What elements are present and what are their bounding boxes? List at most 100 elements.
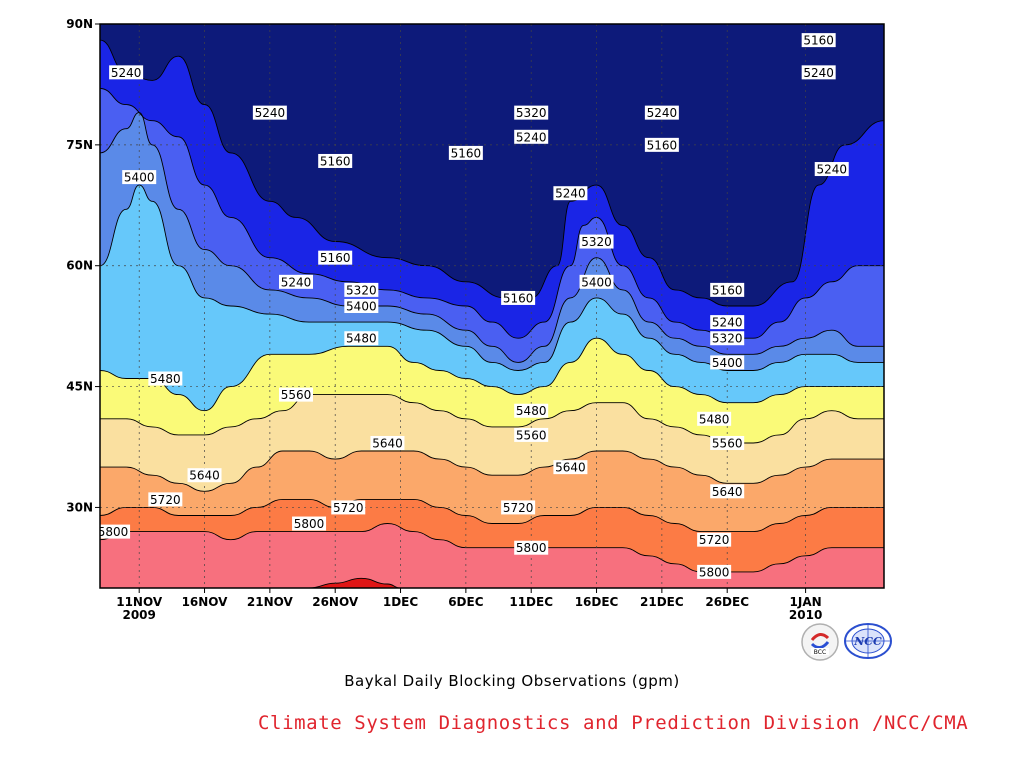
contour-label-bg [801,33,836,48]
contour-label-bg [710,484,745,499]
x-tick-year: 2010 [789,608,822,622]
contour-label: 5720 [331,500,366,515]
contour-label-text: 5800 [699,565,730,579]
contour-label-bg [814,162,849,177]
contour-label-bg [148,371,183,386]
contour-label-bg [344,331,379,346]
contour-label-text: 5720 [503,501,534,515]
contour-label-text: 5320 [516,106,547,120]
contour-label: 5240 [252,105,287,120]
contour-label-text: 5480 [150,372,181,386]
contour-label: 5720 [148,492,183,507]
contour-label: 5640 [187,468,222,483]
contour-label-text: 5720 [333,501,364,515]
contour-label-text: 5640 [372,436,403,450]
contour-label: 5640 [710,484,745,499]
x-tick-year: 2009 [122,608,155,622]
contour-label-bg [292,516,327,531]
x-tick-label: 1JAN [790,595,822,609]
contour-label-bg [318,250,353,265]
contour-label: 5160 [448,145,483,160]
contour-label-bg [514,105,549,120]
contour-5240 [100,88,884,339]
contour-label-text: 5240 [111,66,142,80]
contour-label-bg [448,145,483,160]
contour-label-bg [501,500,536,515]
x-tick-label: 11DEC [509,595,553,609]
contour-label: 5320 [579,234,614,249]
x-tick-label: 21NOV [247,595,294,609]
contour-label: 5240 [644,105,679,120]
contour-5880 [309,577,401,588]
contour-label-text: 5320 [712,332,743,346]
contour-label: 5480 [697,411,732,426]
contour-label-text: 5720 [699,533,730,547]
contour-label-bg [514,129,549,144]
contour-label-bg [697,411,732,426]
contour-label-text: 5640 [712,485,743,499]
bcc-logo-icon: BCC [801,623,839,661]
contour-label: 5400 [579,274,614,289]
contour-label-bg [644,105,679,120]
contour-label-text: 5240 [803,66,834,80]
contour-label-text: 5320 [581,235,612,249]
contour-label-bg [100,524,131,539]
x-tick-label: 26DEC [705,595,749,609]
x-tick-label: 11NOV [116,595,163,609]
contour-label-text: 5400 [124,171,155,185]
contour-label: 5320 [344,282,379,297]
contour-label-bg [644,137,679,152]
x-tick-label: 6DEC [448,595,484,609]
contour-label-text: 5240 [712,316,743,330]
contour-label-bg [344,299,379,313]
contour-label-text: 5240 [255,106,286,120]
contour-label-text: 5560 [712,436,743,450]
contour-label-text: 5400 [346,300,377,314]
contour-5800 [100,523,884,573]
contour-label-text: 5240 [281,275,312,289]
contour-5560 [100,394,884,444]
contour-label-text: 5800 [98,525,129,539]
contour-label: 5640 [553,460,588,475]
contour-label: 5160 [710,282,745,297]
contour-label-text: 5560 [281,388,312,402]
contour-label: 5480 [148,371,183,386]
contour-label-text: 5160 [503,291,534,305]
band-above-5800 [100,523,884,588]
x-tick-label: 16DEC [575,595,619,609]
contour-label-text: 5640 [555,461,586,475]
contour-label-bg [279,274,313,289]
contour-label: 5240 [801,65,836,80]
ncc-logo-icon: NCC [844,623,892,659]
contour-label-text: 5160 [647,138,678,152]
contour-label-bg [553,186,588,201]
contour-label: 5160 [318,153,353,168]
contour-5640 [100,450,884,492]
y-tick-label: 45N [66,380,93,394]
contour-label-text: 5800 [516,541,547,555]
x-tick-label: 16NOV [182,595,229,609]
contour-label-bg [553,460,588,475]
contour-label-bg [514,427,549,442]
contour-label-bg [710,435,745,450]
contour-label: 5240 [514,129,549,144]
contour-label-text: 5160 [803,34,834,48]
contour-label: 5640 [370,435,405,450]
contour-label-text: 5400 [581,275,612,289]
contour-label: 5480 [514,403,549,418]
x-tick-label: 26NOV [312,595,359,609]
contour-label-bg [697,532,732,547]
contour-label-text: 5160 [712,283,743,297]
contour-label-text: 5160 [320,251,351,265]
contour-label-bg [279,387,313,402]
contour-label: 5720 [697,532,732,547]
contour-label: 5720 [501,500,536,515]
contour-label-bg [710,315,745,330]
contour-label: 5800 [98,524,131,539]
contour-label: 5320 [514,105,549,120]
contour-label-text: 5400 [712,356,743,370]
contour-5400 [100,184,884,371]
contour-label-text: 5480 [516,404,547,418]
contour-label: 5400 [344,299,379,314]
contour-label: 5400 [122,170,157,185]
